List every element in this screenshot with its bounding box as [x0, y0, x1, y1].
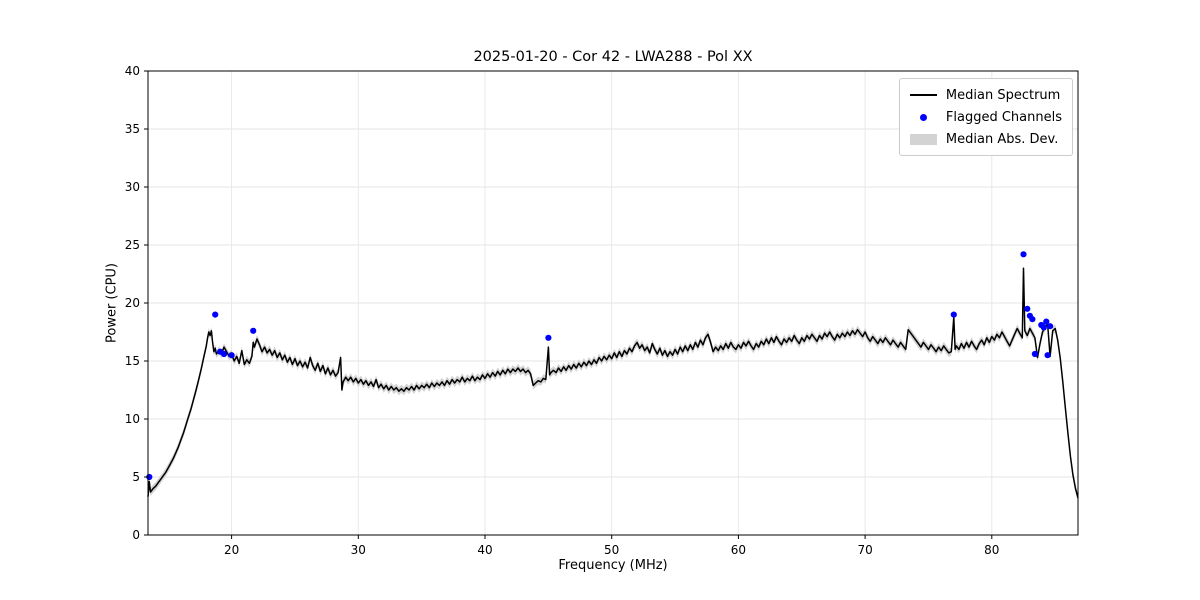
svg-text:50: 50	[604, 543, 619, 557]
chart-title: 2025-01-20 - Cor 42 - LWA288 - Pol XX	[473, 49, 753, 65]
svg-text:40: 40	[125, 64, 140, 78]
median-spectrum-line-swatch	[909, 94, 937, 96]
legend-item-median-abs-dev: Median Abs. Dev.	[909, 130, 1062, 148]
legend-swatch-wrap	[909, 133, 937, 145]
svg-text:20: 20	[125, 296, 140, 310]
svg-text:30: 30	[351, 543, 366, 557]
legend-label-flagged-channels: Flagged Channels	[945, 109, 1062, 125]
y-axis-label: Power (CPU)	[104, 262, 120, 344]
x-axis-label: Frequency (MHz)	[558, 558, 668, 573]
legend-label-median-abs-dev: Median Abs. Dev.	[945, 131, 1059, 147]
svg-text:15: 15	[125, 354, 140, 368]
svg-text:40: 40	[477, 543, 492, 557]
svg-text:25: 25	[125, 238, 140, 252]
legend-item-median-spectrum: Median Spectrum	[909, 86, 1062, 104]
svg-text:30: 30	[125, 180, 140, 194]
svg-text:0: 0	[132, 528, 140, 542]
legend: Median Spectrum Flagged Channels Median …	[898, 78, 1073, 156]
svg-text:80: 80	[984, 543, 999, 557]
legend-item-flagged-channels: Flagged Channels	[910, 108, 1062, 126]
svg-text:10: 10	[125, 412, 140, 426]
svg-text:20: 20	[224, 543, 239, 557]
legend-swatch-wrap	[909, 94, 937, 96]
median-abs-dev-band-swatch	[909, 133, 937, 145]
legend-label-median-spectrum: Median Spectrum	[945, 87, 1061, 103]
svg-text:60: 60	[731, 543, 746, 557]
svg-text:35: 35	[125, 122, 140, 136]
flagged-channels-dot-swatch	[919, 113, 927, 121]
svg-text:5: 5	[132, 470, 140, 484]
legend-swatch-wrap	[910, 113, 937, 121]
svg-text:70: 70	[857, 543, 872, 557]
